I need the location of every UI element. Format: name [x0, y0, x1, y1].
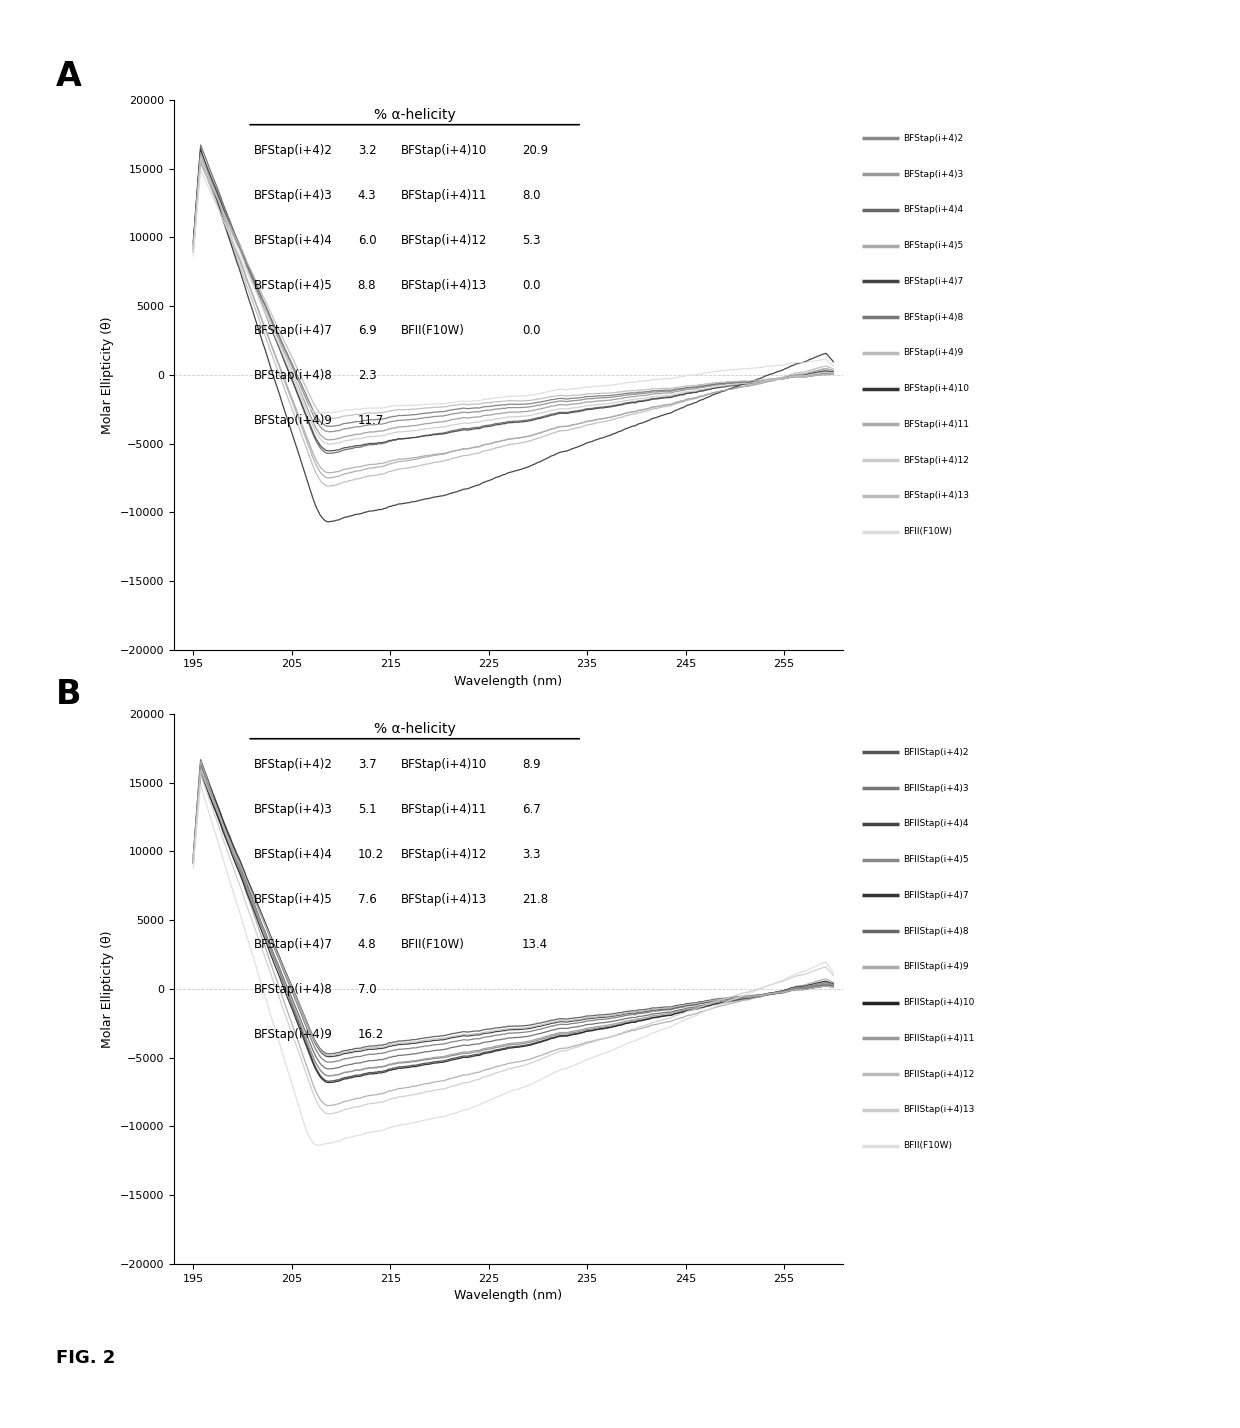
- Text: BFStap(i+4)2: BFStap(i+4)2: [254, 758, 332, 771]
- Text: 13.4: 13.4: [522, 938, 548, 951]
- Text: 5.3: 5.3: [522, 234, 541, 247]
- Text: BFIIStap(i+4)9: BFIIStap(i+4)9: [903, 962, 968, 971]
- Text: BFStap(i+4)5: BFStap(i+4)5: [903, 241, 963, 250]
- Text: 3.2: 3.2: [358, 144, 377, 157]
- Text: BFII(F10W): BFII(F10W): [402, 938, 465, 951]
- Text: BFStap(i+4)12: BFStap(i+4)12: [402, 234, 487, 247]
- Text: 7.0: 7.0: [358, 984, 377, 997]
- Text: B: B: [56, 678, 82, 711]
- X-axis label: Wavelength (nm): Wavelength (nm): [454, 675, 563, 688]
- Text: BFIIStap(i+4)3: BFIIStap(i+4)3: [903, 784, 968, 793]
- Text: % α-helicity: % α-helicity: [373, 723, 455, 737]
- Text: BFStap(i+4)5: BFStap(i+4)5: [254, 894, 332, 907]
- Text: 16.2: 16.2: [358, 1028, 384, 1041]
- Text: 6.9: 6.9: [358, 324, 377, 337]
- Text: BFStap(i+4)11: BFStap(i+4)11: [402, 803, 487, 815]
- Text: BFStap(i+4)3: BFStap(i+4)3: [903, 170, 963, 178]
- Text: 4.3: 4.3: [358, 188, 377, 201]
- Text: BFIIStap(i+4)12: BFIIStap(i+4)12: [903, 1070, 973, 1078]
- Text: BFIIStap(i+4)7: BFIIStap(i+4)7: [903, 891, 968, 900]
- Text: BFStap(i+4)10: BFStap(i+4)10: [903, 384, 968, 393]
- Text: 21.8: 21.8: [522, 894, 548, 907]
- Text: BFII(F10W): BFII(F10W): [402, 324, 465, 337]
- Text: BFStap(i+4)7: BFStap(i+4)7: [903, 277, 963, 286]
- Text: BFStap(i+4)4: BFStap(i+4)4: [254, 234, 332, 247]
- Text: BFStap(i+4)11: BFStap(i+4)11: [402, 188, 487, 201]
- Text: FIG. 2: FIG. 2: [56, 1349, 115, 1368]
- Y-axis label: Molar Ellipticity (θ): Molar Ellipticity (θ): [100, 316, 114, 434]
- Text: BFStap(i+4)13: BFStap(i+4)13: [402, 894, 487, 907]
- Text: % α-helicity: % α-helicity: [373, 109, 455, 123]
- Text: BFIIStap(i+4)11: BFIIStap(i+4)11: [903, 1034, 975, 1042]
- Text: BFStap(i+4)7: BFStap(i+4)7: [254, 938, 332, 951]
- Text: 10.2: 10.2: [358, 848, 384, 861]
- Text: BFStap(i+4)12: BFStap(i+4)12: [402, 848, 487, 861]
- Text: BFII(F10W): BFII(F10W): [903, 527, 952, 536]
- Text: BFStap(i+4)8: BFStap(i+4)8: [254, 984, 332, 997]
- Text: BFIIStap(i+4)2: BFIIStap(i+4)2: [903, 748, 968, 757]
- Text: BFIIStap(i+4)4: BFIIStap(i+4)4: [903, 820, 968, 828]
- Text: BFStap(i+4)5: BFStap(i+4)5: [254, 280, 332, 293]
- Text: 8.8: 8.8: [358, 280, 376, 293]
- Text: BFStap(i+4)3: BFStap(i+4)3: [254, 803, 332, 815]
- Text: BFStap(i+4)2: BFStap(i+4)2: [903, 134, 962, 143]
- Text: BFII(F10W): BFII(F10W): [903, 1141, 952, 1150]
- Text: BFStap(i+4)8: BFStap(i+4)8: [903, 313, 963, 321]
- Text: 11.7: 11.7: [358, 414, 384, 427]
- Text: BFStap(i+4)11: BFStap(i+4)11: [903, 420, 968, 428]
- Text: 0.0: 0.0: [522, 280, 541, 293]
- Text: 6.0: 6.0: [358, 234, 377, 247]
- Text: BFStap(i+4)13: BFStap(i+4)13: [402, 280, 487, 293]
- Text: 20.9: 20.9: [522, 144, 548, 157]
- Text: 7.6: 7.6: [358, 894, 377, 907]
- Text: BFStap(i+4)4: BFStap(i+4)4: [254, 848, 332, 861]
- Text: BFStap(i+4)10: BFStap(i+4)10: [402, 144, 487, 157]
- Y-axis label: Molar Ellipticity (θ): Molar Ellipticity (θ): [100, 930, 114, 1048]
- Text: BFIIStap(i+4)8: BFIIStap(i+4)8: [903, 927, 968, 935]
- Text: BFStap(i+4)3: BFStap(i+4)3: [254, 188, 332, 201]
- Text: 6.7: 6.7: [522, 803, 541, 815]
- Text: BFStap(i+4)8: BFStap(i+4)8: [254, 370, 332, 383]
- Text: 5.1: 5.1: [358, 803, 377, 815]
- Text: BFIIStap(i+4)10: BFIIStap(i+4)10: [903, 998, 975, 1007]
- Text: BFIIStap(i+4)13: BFIIStap(i+4)13: [903, 1105, 975, 1114]
- Text: BFStap(i+4)4: BFStap(i+4)4: [903, 206, 962, 214]
- Text: A: A: [56, 60, 82, 93]
- Text: BFStap(i+4)10: BFStap(i+4)10: [402, 758, 487, 771]
- Text: BFStap(i+4)12: BFStap(i+4)12: [903, 456, 968, 464]
- Text: 8.0: 8.0: [522, 188, 541, 201]
- X-axis label: Wavelength (nm): Wavelength (nm): [454, 1289, 563, 1302]
- Text: 2.3: 2.3: [358, 370, 377, 383]
- Text: BFStap(i+4)7: BFStap(i+4)7: [254, 324, 332, 337]
- Text: 3.3: 3.3: [522, 848, 541, 861]
- Text: BFIIStap(i+4)5: BFIIStap(i+4)5: [903, 855, 968, 864]
- Text: 8.9: 8.9: [522, 758, 541, 771]
- Text: BFStap(i+4)9: BFStap(i+4)9: [254, 414, 332, 427]
- Text: 0.0: 0.0: [522, 324, 541, 337]
- Text: BFStap(i+4)2: BFStap(i+4)2: [254, 144, 332, 157]
- Text: 4.8: 4.8: [358, 938, 377, 951]
- Text: 3.7: 3.7: [358, 758, 377, 771]
- Text: BFStap(i+4)13: BFStap(i+4)13: [903, 491, 968, 500]
- Text: BFStap(i+4)9: BFStap(i+4)9: [254, 1028, 332, 1041]
- Text: BFStap(i+4)9: BFStap(i+4)9: [903, 348, 963, 357]
